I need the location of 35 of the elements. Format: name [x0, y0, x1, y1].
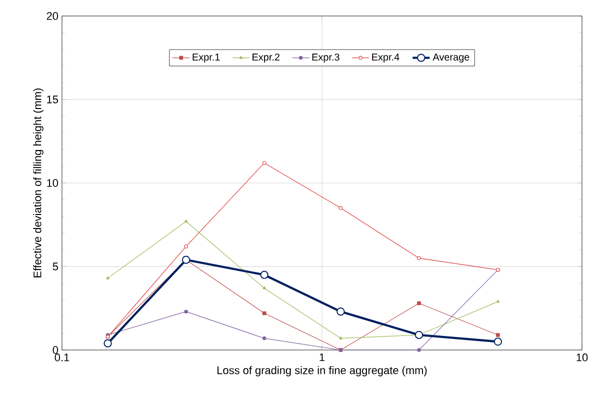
point: [262, 336, 266, 340]
point: [262, 286, 266, 290]
y-tick-label: 10: [47, 179, 58, 187]
x-tick-label: 1: [320, 354, 325, 362]
y-tick-label: 0: [52, 346, 58, 354]
x-axis-title: Loss of grading size in fine aggregate (mm): [218, 366, 427, 376]
x-tick-label: 0.1: [54, 354, 70, 362]
point: [417, 256, 421, 260]
point: [417, 348, 421, 352]
point: [184, 244, 188, 248]
y-axis-title: Effective deviation of filling height (mm): [33, 88, 44, 278]
legend-label: Average: [432, 54, 470, 63]
legend-label: Expr.1: [192, 54, 220, 63]
legend-label: Expr.4: [372, 54, 400, 63]
point: [494, 338, 502, 346]
point: [260, 270, 268, 279]
y-tick-label: 15: [47, 96, 58, 104]
point: [496, 333, 500, 337]
point: [339, 336, 342, 340]
legend-label: Expr.3: [312, 54, 340, 63]
point: [184, 310, 188, 314]
legend-label: Expr.2: [252, 54, 280, 63]
point: [182, 256, 190, 264]
point: [104, 339, 112, 348]
point: [338, 206, 343, 210]
point: [184, 220, 188, 223]
point: [417, 301, 421, 306]
x-tick-label: 10: [576, 354, 588, 362]
point: [262, 161, 266, 165]
point: [414, 330, 424, 340]
point: [496, 300, 500, 303]
y-tick-label: 20: [46, 12, 58, 20]
point: [106, 276, 110, 280]
point: [336, 308, 345, 316]
y-tick-label: 5: [52, 262, 58, 270]
